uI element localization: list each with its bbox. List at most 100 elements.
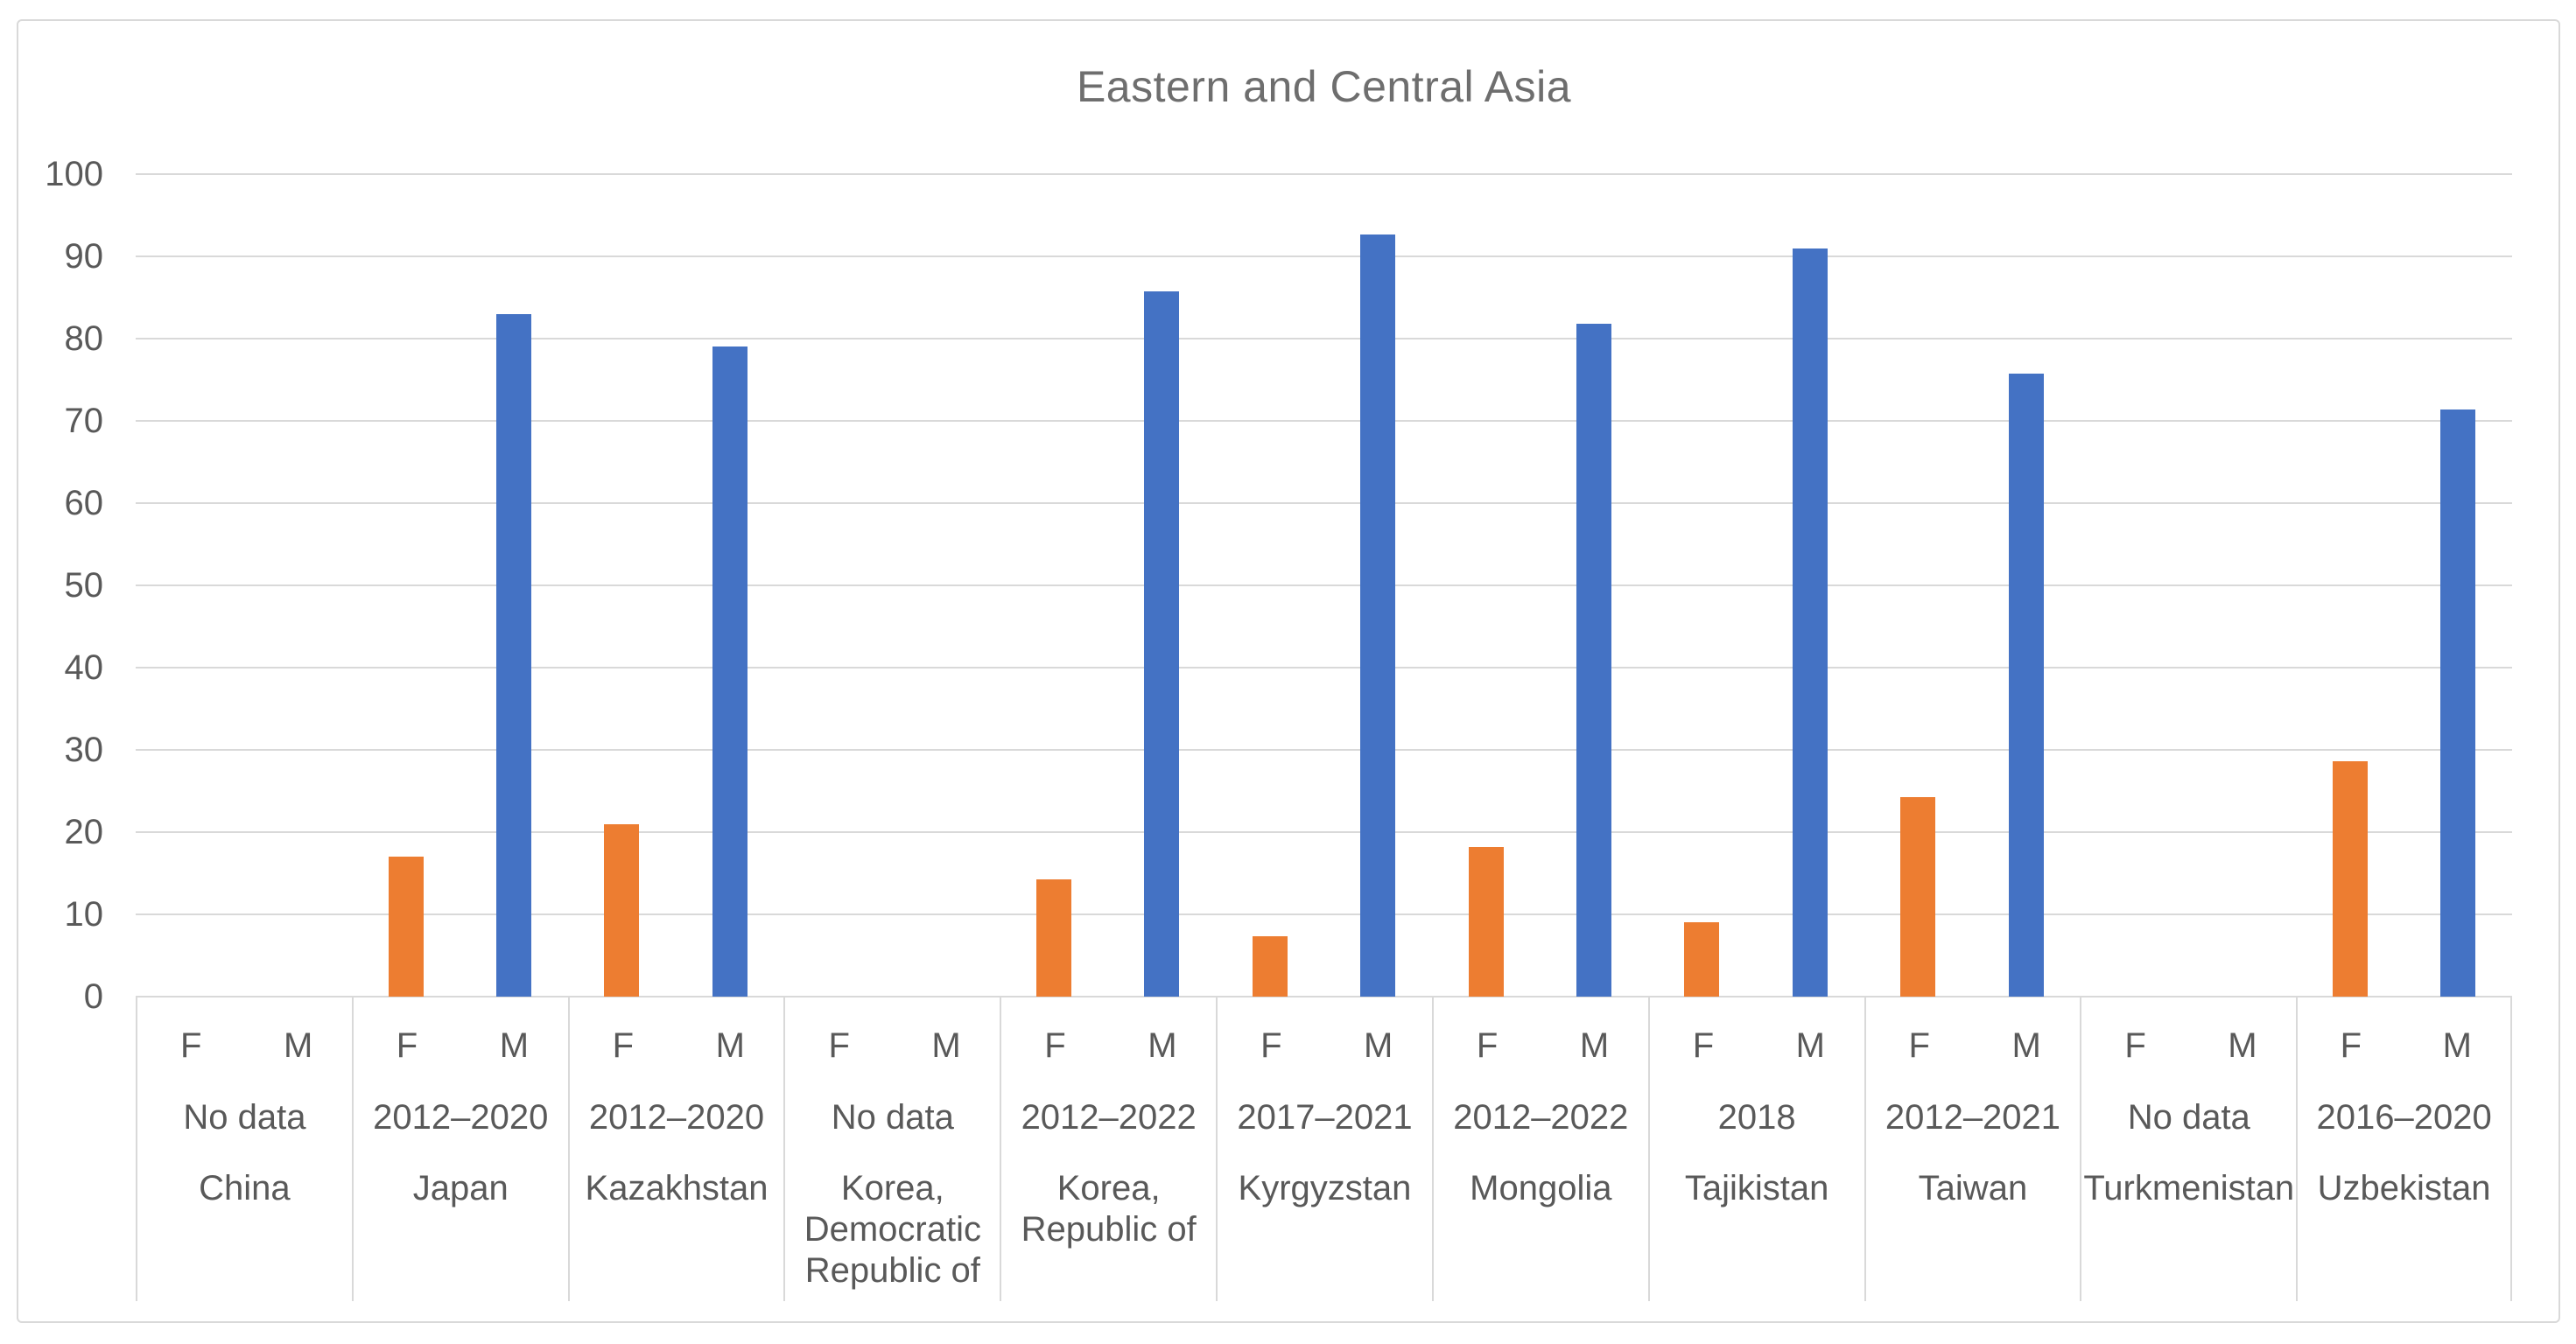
y-tick-label: 20 bbox=[64, 813, 104, 851]
sub-label-m: M bbox=[1579, 1026, 1610, 1065]
category-cell: F M 2012–2022 Korea, Republic of bbox=[1000, 997, 1216, 1301]
gridline bbox=[136, 749, 2512, 751]
y-tick-label: 100 bbox=[45, 155, 103, 193]
category-cell: F M 2012–2021 Taiwan bbox=[1864, 997, 2081, 1301]
gridline bbox=[136, 173, 2512, 175]
y-tick-label: 0 bbox=[83, 977, 103, 1016]
y-tick-label: 60 bbox=[64, 484, 104, 522]
bar-f-uzbekistan bbox=[2332, 761, 2368, 997]
y-tick-label: 10 bbox=[64, 895, 104, 934]
period-label: No data bbox=[183, 1098, 306, 1137]
sub-label-f: F bbox=[1692, 1026, 1715, 1065]
bar-f-taiwan bbox=[1900, 796, 1936, 997]
sub-label-f: F bbox=[396, 1026, 418, 1065]
bar-f-mongolia bbox=[1468, 846, 1504, 997]
sub-label-m: M bbox=[2442, 1026, 2472, 1065]
period-label: 2012–2022 bbox=[1453, 1098, 1629, 1137]
gridline bbox=[136, 831, 2512, 833]
category-cell: F M No data Korea, Democratic Republic of bbox=[783, 997, 1000, 1301]
bar-m-tajikistan bbox=[1792, 248, 1828, 997]
bar-m-uzbekistan bbox=[2440, 409, 2476, 997]
sub-label-f: F bbox=[2340, 1026, 2362, 1065]
country-label: Uzbekistan bbox=[2317, 1169, 2491, 1208]
sub-label-f: F bbox=[179, 1026, 202, 1065]
gridline bbox=[136, 420, 2512, 422]
category-cell: F M 2016–2020 Uzbekistan bbox=[2296, 997, 2512, 1301]
bar-f-kyrgyzstan bbox=[1252, 936, 1288, 997]
sub-label-f: F bbox=[1044, 1026, 1066, 1065]
period-label: 2012–2020 bbox=[588, 1098, 765, 1137]
bar-m-korea-republic-of bbox=[1144, 291, 1180, 997]
country-label: China bbox=[199, 1169, 291, 1208]
sub-label-f: F bbox=[1908, 1026, 1930, 1065]
sub-label-m: M bbox=[1148, 1026, 1177, 1065]
period-label: 2012–2020 bbox=[373, 1098, 549, 1137]
country-label: Kyrgyzstan bbox=[1238, 1169, 1412, 1208]
y-tick-label: 40 bbox=[64, 648, 104, 687]
category-cell: F M No data Turkmenistan bbox=[2080, 997, 2296, 1301]
period-label: 2012–2022 bbox=[1021, 1098, 1197, 1137]
bar-m-taiwan bbox=[2008, 374, 2044, 997]
category-cell: F M No data China bbox=[136, 997, 352, 1301]
period-label: 2012–2021 bbox=[1885, 1098, 2061, 1137]
sub-label-m: M bbox=[2011, 1026, 2041, 1065]
category-cell: F M 2012–2020 Kazakhstan bbox=[567, 997, 784, 1301]
period-label: 2017–2021 bbox=[1237, 1098, 1413, 1137]
bar-m-kyrgyzstan bbox=[1360, 234, 1396, 997]
category-cell: F M 2018 Tajikistan bbox=[1647, 997, 1864, 1301]
country-label: Tajikistan bbox=[1684, 1169, 1829, 1208]
y-tick-label: 30 bbox=[64, 731, 104, 769]
period-label: 2016–2020 bbox=[2316, 1098, 2492, 1137]
gridline bbox=[136, 502, 2512, 504]
chart-frame bbox=[17, 19, 2560, 1323]
bar-f-kazakhstan bbox=[604, 823, 640, 997]
sub-label-m: M bbox=[1364, 1026, 1393, 1065]
country-label: Mongolia bbox=[1470, 1169, 1612, 1208]
country-label: Japan bbox=[412, 1169, 509, 1208]
sub-label-f: F bbox=[828, 1026, 850, 1065]
bar-f-japan bbox=[388, 857, 424, 997]
period-label: No data bbox=[2127, 1098, 2250, 1137]
gridline bbox=[136, 256, 2512, 257]
sub-label-m: M bbox=[715, 1026, 745, 1065]
gridline bbox=[136, 338, 2512, 340]
sub-label-m: M bbox=[1795, 1026, 1825, 1065]
chart-title: Eastern and Central Asia bbox=[1076, 62, 1572, 111]
category-cell: F M 2012–2020 Japan bbox=[351, 997, 568, 1301]
country-label: Taiwan bbox=[1918, 1169, 2028, 1208]
sub-label-f: F bbox=[2124, 1026, 2146, 1065]
country-label: Kazakhstan bbox=[585, 1169, 769, 1208]
category-cell: F M 2012–2022 Mongolia bbox=[1431, 997, 1648, 1301]
sub-label-m: M bbox=[2228, 1026, 2257, 1065]
period-label: 2018 bbox=[1717, 1098, 1796, 1137]
x-axis-line bbox=[136, 996, 2512, 998]
sub-label-m: M bbox=[931, 1026, 961, 1065]
bar-m-mongolia bbox=[1576, 324, 1612, 997]
gridline bbox=[136, 914, 2512, 915]
y-tick-label: 80 bbox=[64, 319, 104, 358]
bar-m-kazakhstan bbox=[712, 346, 748, 997]
bar-f-tajikistan bbox=[1684, 922, 1720, 997]
category-cell: F M 2017–2021 Kyrgyzstan bbox=[1216, 997, 1432, 1301]
country-label: Korea, Democratic Republic of bbox=[804, 1169, 981, 1290]
sub-label-f: F bbox=[1260, 1026, 1282, 1065]
sub-label-f: F bbox=[612, 1026, 635, 1065]
y-tick-label: 90 bbox=[64, 237, 104, 276]
sub-label-f: F bbox=[1476, 1026, 1499, 1065]
sub-label-m: M bbox=[283, 1026, 313, 1065]
period-label: No data bbox=[831, 1098, 954, 1137]
sub-label-m: M bbox=[499, 1026, 530, 1065]
bar-f-korea-republic-of bbox=[1035, 878, 1071, 997]
y-tick-label: 50 bbox=[64, 566, 104, 605]
country-label: Turkmenistan bbox=[2083, 1169, 2295, 1208]
y-tick-label: 70 bbox=[64, 402, 104, 440]
gridline bbox=[136, 584, 2512, 586]
